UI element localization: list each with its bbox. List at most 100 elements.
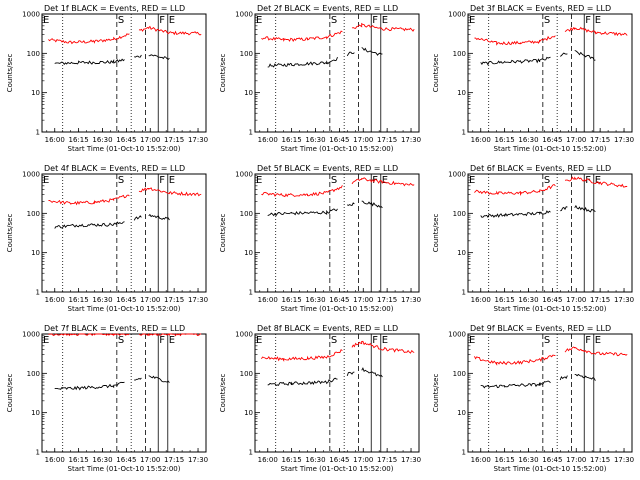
events-series-line bbox=[559, 375, 568, 381]
events-series-line bbox=[134, 377, 142, 381]
events-series-line bbox=[480, 210, 551, 218]
y-tick-label: 1000 bbox=[235, 171, 253, 179]
lld-series-line bbox=[48, 33, 130, 45]
y-tick-label: 10 bbox=[457, 89, 466, 97]
event-marker-label: E bbox=[382, 335, 388, 346]
y-tick-label: 1000 bbox=[22, 171, 40, 179]
events-series-line bbox=[267, 208, 338, 217]
x-tick-label: 17:15 bbox=[590, 456, 610, 464]
x-tick-label: 16:15 bbox=[69, 456, 89, 464]
y-axis-label: Counts/sec bbox=[432, 54, 440, 93]
lld-series-line bbox=[261, 30, 343, 43]
plot-frame bbox=[41, 173, 207, 293]
x-axis-label: Start Time (01-Oct-10 15:52:00) bbox=[494, 145, 607, 153]
x-tick-label: 16:45 bbox=[116, 136, 136, 144]
y-tick-label: 100 bbox=[27, 50, 40, 58]
panel-title: Det 8f BLACK = Events, RED = LLD bbox=[257, 324, 398, 333]
event-marker-label: E bbox=[43, 15, 49, 26]
y-axis-label: Counts/sec bbox=[6, 374, 14, 413]
event-marker-label: F bbox=[159, 335, 165, 346]
x-axis-label: Start Time (01-Oct-10 15:52:00) bbox=[281, 305, 394, 313]
x-tick-label: 17:15 bbox=[164, 296, 184, 304]
y-tick-label: 1000 bbox=[448, 171, 466, 179]
events-series-line bbox=[134, 54, 142, 58]
event-marker-label: F bbox=[372, 175, 378, 186]
x-tick-label: 17:15 bbox=[164, 136, 184, 144]
y-tick-label: 10 bbox=[244, 409, 253, 417]
panel-1: Det 1f BLACK = Events, RED = LLD 1 10 100 10… bbox=[6, 4, 208, 153]
plot-frame bbox=[467, 13, 633, 133]
event-marker-label: S bbox=[118, 335, 124, 346]
x-tick-label: 17:00 bbox=[566, 296, 586, 304]
panel-title: Det 5f BLACK = Events, RED = LLD bbox=[257, 164, 398, 173]
x-tick-label: 17:00 bbox=[353, 296, 373, 304]
event-marker-label: S bbox=[331, 175, 337, 186]
y-tick-label: 1000 bbox=[235, 11, 253, 19]
x-tick-label: 16:30 bbox=[518, 136, 538, 144]
event-marker-label: E bbox=[595, 335, 601, 346]
x-tick-label: 17:30 bbox=[188, 296, 208, 304]
event-marker-label: E bbox=[469, 15, 475, 26]
x-tick-label: 16:00 bbox=[45, 456, 65, 464]
y-tick-label: 1000 bbox=[448, 11, 466, 19]
event-marker-label: S bbox=[544, 15, 550, 26]
event-marker-label: F bbox=[159, 15, 165, 26]
event-marker-label: E bbox=[256, 175, 262, 186]
y-tick-label: 100 bbox=[240, 50, 253, 58]
y-tick-label: 1 bbox=[462, 449, 466, 457]
event-marker-label: S bbox=[331, 15, 337, 26]
event-marker-label: E bbox=[382, 15, 388, 26]
panel-4: Det 4f BLACK = Events, RED = LLD 1 10 100 10… bbox=[6, 164, 208, 313]
panel-5: Det 5f BLACK = Events, RED = LLD 1 10 100 10… bbox=[219, 164, 421, 313]
y-axis-label: Counts/sec bbox=[6, 54, 14, 93]
y-tick-label: 100 bbox=[240, 210, 253, 218]
events-series-line bbox=[54, 221, 125, 229]
plot-frame bbox=[254, 173, 420, 293]
y-tick-label: 10 bbox=[244, 249, 253, 257]
y-tick-label: 10 bbox=[457, 409, 466, 417]
panel-title: Det 6f BLACK = Events, RED = LLD bbox=[470, 164, 611, 173]
event-marker-label: E bbox=[382, 175, 388, 186]
panel-title: Det 3f BLACK = Events, RED = LLD bbox=[470, 4, 611, 13]
x-axis-label: Start Time (01-Oct-10 15:52:00) bbox=[281, 145, 394, 153]
x-tick-label: 16:45 bbox=[116, 456, 136, 464]
events-series-line bbox=[361, 200, 383, 209]
events-series-line bbox=[560, 206, 568, 212]
x-tick-label: 16:15 bbox=[282, 136, 302, 144]
y-tick-label: 100 bbox=[453, 370, 466, 378]
x-tick-label: 17:15 bbox=[377, 456, 397, 464]
x-tick-label: 17:30 bbox=[188, 136, 208, 144]
x-tick-label: 16:15 bbox=[495, 296, 515, 304]
panel-title: Det 1f BLACK = Events, RED = LLD bbox=[44, 4, 185, 13]
y-axis-label: Counts/sec bbox=[219, 374, 227, 413]
events-series-line bbox=[133, 215, 142, 221]
panel-9: Det 9f BLACK = Events, RED = LLD 1 10 100 10… bbox=[432, 324, 634, 473]
events-series-line bbox=[346, 371, 355, 377]
y-tick-label: 1000 bbox=[448, 331, 466, 339]
y-tick-label: 1 bbox=[36, 129, 40, 137]
y-tick-label: 100 bbox=[240, 370, 253, 378]
x-tick-label: 17:00 bbox=[566, 456, 586, 464]
y-tick-label: 100 bbox=[453, 210, 466, 218]
y-tick-label: 10 bbox=[31, 89, 40, 97]
y-axis-label: Counts/sec bbox=[219, 54, 227, 93]
x-axis-label: Start Time (01-Oct-10 15:52:00) bbox=[494, 305, 607, 313]
events-series-line bbox=[148, 375, 170, 383]
x-tick-label: 16:00 bbox=[471, 136, 491, 144]
event-marker-label: E bbox=[469, 335, 475, 346]
event-marker-label: S bbox=[118, 175, 124, 186]
x-tick-label: 17:30 bbox=[614, 136, 634, 144]
x-tick-label: 16:00 bbox=[45, 296, 65, 304]
plot-frame bbox=[467, 173, 633, 293]
lld-series-line bbox=[261, 185, 343, 198]
lld-series-line bbox=[474, 354, 556, 366]
x-tick-label: 16:00 bbox=[258, 136, 278, 144]
x-tick-label: 16:45 bbox=[329, 136, 349, 144]
x-tick-label: 16:15 bbox=[495, 456, 515, 464]
y-tick-label: 1000 bbox=[22, 331, 40, 339]
lld-series-line bbox=[138, 25, 202, 36]
lld-series-line bbox=[351, 177, 415, 187]
lld-series-line bbox=[138, 187, 202, 197]
panel-8: Det 8f BLACK = Events, RED = LLD 1 10 100 10… bbox=[219, 324, 421, 473]
